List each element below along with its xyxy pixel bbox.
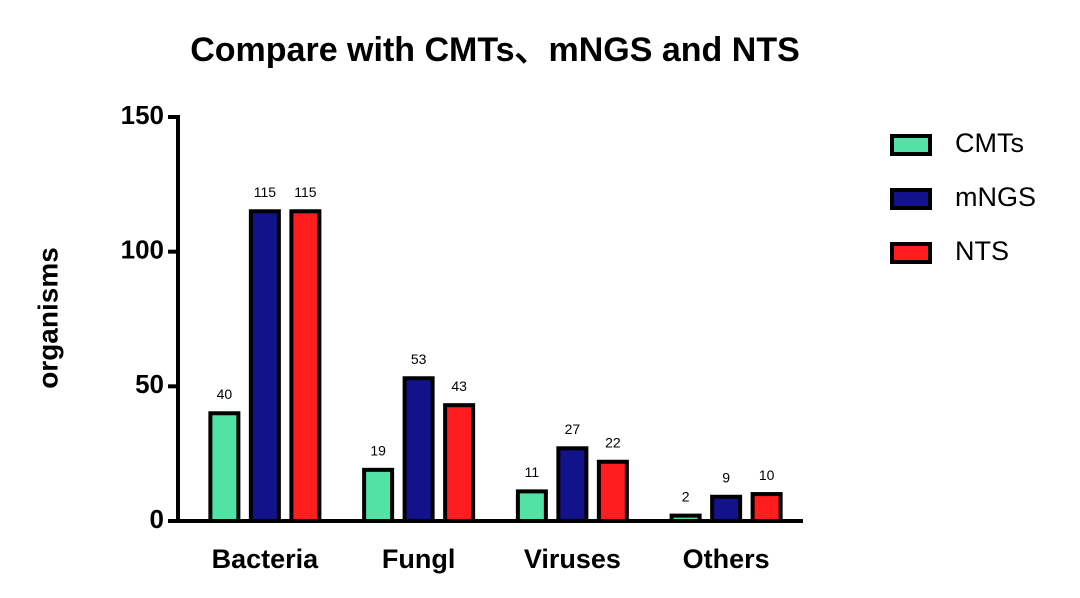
value-label: 115 bbox=[254, 184, 277, 200]
y-tick-label: 0 bbox=[150, 504, 164, 534]
legend-swatch bbox=[890, 242, 932, 264]
value-label: 27 bbox=[565, 421, 581, 437]
value-label: 2 bbox=[682, 488, 690, 504]
value-label: 10 bbox=[759, 467, 775, 483]
x-tick-label: Fungl bbox=[382, 544, 455, 574]
y-tick-label: 50 bbox=[135, 369, 164, 399]
value-label: 43 bbox=[451, 378, 467, 394]
bar bbox=[596, 459, 629, 524]
value-label: 53 bbox=[411, 351, 427, 367]
bar bbox=[515, 489, 548, 523]
y-tick-label: 100 bbox=[121, 235, 164, 265]
value-label: 11 bbox=[525, 464, 540, 480]
bar bbox=[289, 209, 322, 523]
bar bbox=[248, 209, 281, 523]
y-tick-label: 150 bbox=[121, 100, 164, 130]
value-label: 115 bbox=[294, 184, 317, 200]
value-label: 19 bbox=[370, 443, 386, 459]
legend-label: NTS bbox=[955, 236, 1009, 266]
legend-label: mNGS bbox=[955, 182, 1036, 212]
legend-swatch bbox=[890, 134, 932, 156]
y-axis-label: organisms bbox=[32, 247, 63, 389]
bar bbox=[208, 411, 241, 523]
x-tick-label: Viruses bbox=[524, 544, 621, 574]
x-tick-label: Others bbox=[683, 544, 770, 574]
chart-title: Compare with CMTs、mNGS and NTS bbox=[190, 31, 800, 69]
legend-swatch bbox=[890, 188, 932, 210]
value-label: 9 bbox=[722, 469, 730, 485]
bar bbox=[710, 494, 743, 524]
value-label: 22 bbox=[605, 434, 621, 450]
x-tick-label: Bacteria bbox=[212, 544, 320, 574]
bar bbox=[402, 376, 435, 523]
bar bbox=[362, 467, 395, 523]
legend-label: CMTs bbox=[955, 128, 1024, 158]
bar bbox=[443, 403, 476, 524]
value-label: 40 bbox=[217, 386, 233, 402]
bar bbox=[750, 492, 783, 524]
bar bbox=[556, 446, 589, 523]
